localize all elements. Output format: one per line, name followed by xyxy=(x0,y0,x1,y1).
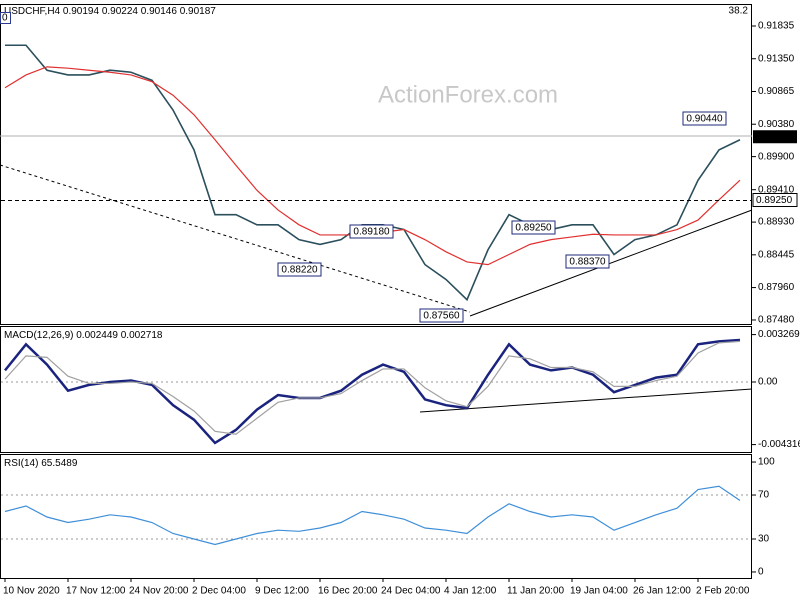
annotation-label: 0.87560 xyxy=(423,311,460,322)
annotation-label: 0.90440 xyxy=(686,114,723,125)
y-tick-label: 70 xyxy=(758,490,770,501)
corner-mark: 0 xyxy=(2,13,8,24)
header-text: 0.90187 xyxy=(180,6,217,17)
x-tick-label: 26 Jan 12:00 xyxy=(633,586,691,597)
x-tick-label: 17 Nov 12:00 xyxy=(66,586,126,597)
series-line xyxy=(4,338,741,445)
annotation-label: 0.88370 xyxy=(569,257,606,268)
corner-box xyxy=(0,12,11,24)
y-tick-label: 0.88930 xyxy=(758,217,795,228)
price-frame xyxy=(0,4,752,325)
x-tick-label: 10 Nov 2020 xyxy=(3,586,60,597)
series-line xyxy=(4,485,741,546)
y-tick-label: 0.88445 xyxy=(758,249,795,260)
annotation-label: 0.89250 xyxy=(515,223,552,234)
panel-header: USDCHF,H4 0.90194 0.90224 0.90146 0.9018… xyxy=(4,6,216,17)
trend-line xyxy=(469,209,753,317)
y-tick-label: 0.91835 xyxy=(758,21,795,32)
annotation-label: 0.89180 xyxy=(353,227,390,238)
price-marker-box xyxy=(753,130,797,144)
header-text: 0.002718 xyxy=(121,330,163,341)
x-tick-label: 2 Feb 20:00 xyxy=(696,586,750,597)
x-tick-label: 9 Dec 12:00 xyxy=(255,586,309,597)
price-marker-label: 0.90187 xyxy=(756,132,793,143)
y-tick-label: 0.87480 xyxy=(758,315,795,326)
y-tick-label: 100 xyxy=(758,457,775,468)
trend-line xyxy=(0,164,471,313)
x-tick-label: 11 Jan 20:00 xyxy=(507,586,565,597)
y-tick-label: 0 xyxy=(758,567,764,578)
annotation-box xyxy=(419,308,464,323)
y-tick-label: 0.90380 xyxy=(758,119,795,130)
x-tick-label: 4 Jan 12:00 xyxy=(444,586,497,597)
header-text: 65.5489 xyxy=(41,458,78,469)
level-marker-label: 0.89250 xyxy=(756,195,793,206)
watermark: ActionForex.com xyxy=(378,81,558,108)
annotation-box xyxy=(682,111,727,126)
trend-line xyxy=(419,388,753,413)
annotation-box xyxy=(277,262,322,277)
header-text: 0.90224 xyxy=(102,6,139,17)
header-text: 0.90194 xyxy=(63,6,100,17)
header-text: USDCHF,H4 xyxy=(4,6,61,17)
y-tick-label: -0.004316 xyxy=(758,439,800,450)
level-marker-box xyxy=(752,192,798,207)
header-text: RSI(14) xyxy=(4,458,38,469)
panel-header: RSI(14) 65.5489 xyxy=(4,458,78,469)
annotation-box xyxy=(349,224,394,239)
panel-header: MACD(12,26,9) 0.002449 0.002718 xyxy=(4,330,163,341)
x-tick-label: 19 Jan 04:00 xyxy=(570,586,628,597)
y-tick-label: 0.90865 xyxy=(758,86,795,97)
x-tick-label: 24 Nov 20:00 xyxy=(129,586,189,597)
y-tick-label: 0.89410 xyxy=(758,184,795,195)
y-tick-label: 0.89900 xyxy=(758,151,795,162)
x-tick-label: 16 Dec 20:00 xyxy=(318,586,378,597)
header-text: 0.002449 xyxy=(76,330,118,341)
y-tick-label: 0.003269 xyxy=(758,329,800,340)
x-tick-label: 2 Dec 04:00 xyxy=(192,586,246,597)
annotation-label: 0.88220 xyxy=(281,265,318,276)
annotation-box xyxy=(511,220,556,235)
x-tick-label: 24 Dec 04:00 xyxy=(381,586,441,597)
header-text: MACD(12,26,9) xyxy=(4,330,73,341)
corner-value: 38.2 xyxy=(729,6,749,17)
series-line xyxy=(4,340,741,435)
rsi-frame xyxy=(0,454,752,579)
header-text: 0.90146 xyxy=(141,6,178,17)
y-tick-label: 0.00 xyxy=(758,377,778,388)
y-tick-label: 0.87960 xyxy=(758,282,795,293)
annotation-box xyxy=(565,254,610,269)
y-tick-label: 0.91350 xyxy=(758,53,795,64)
y-tick-label: 30 xyxy=(758,534,770,545)
